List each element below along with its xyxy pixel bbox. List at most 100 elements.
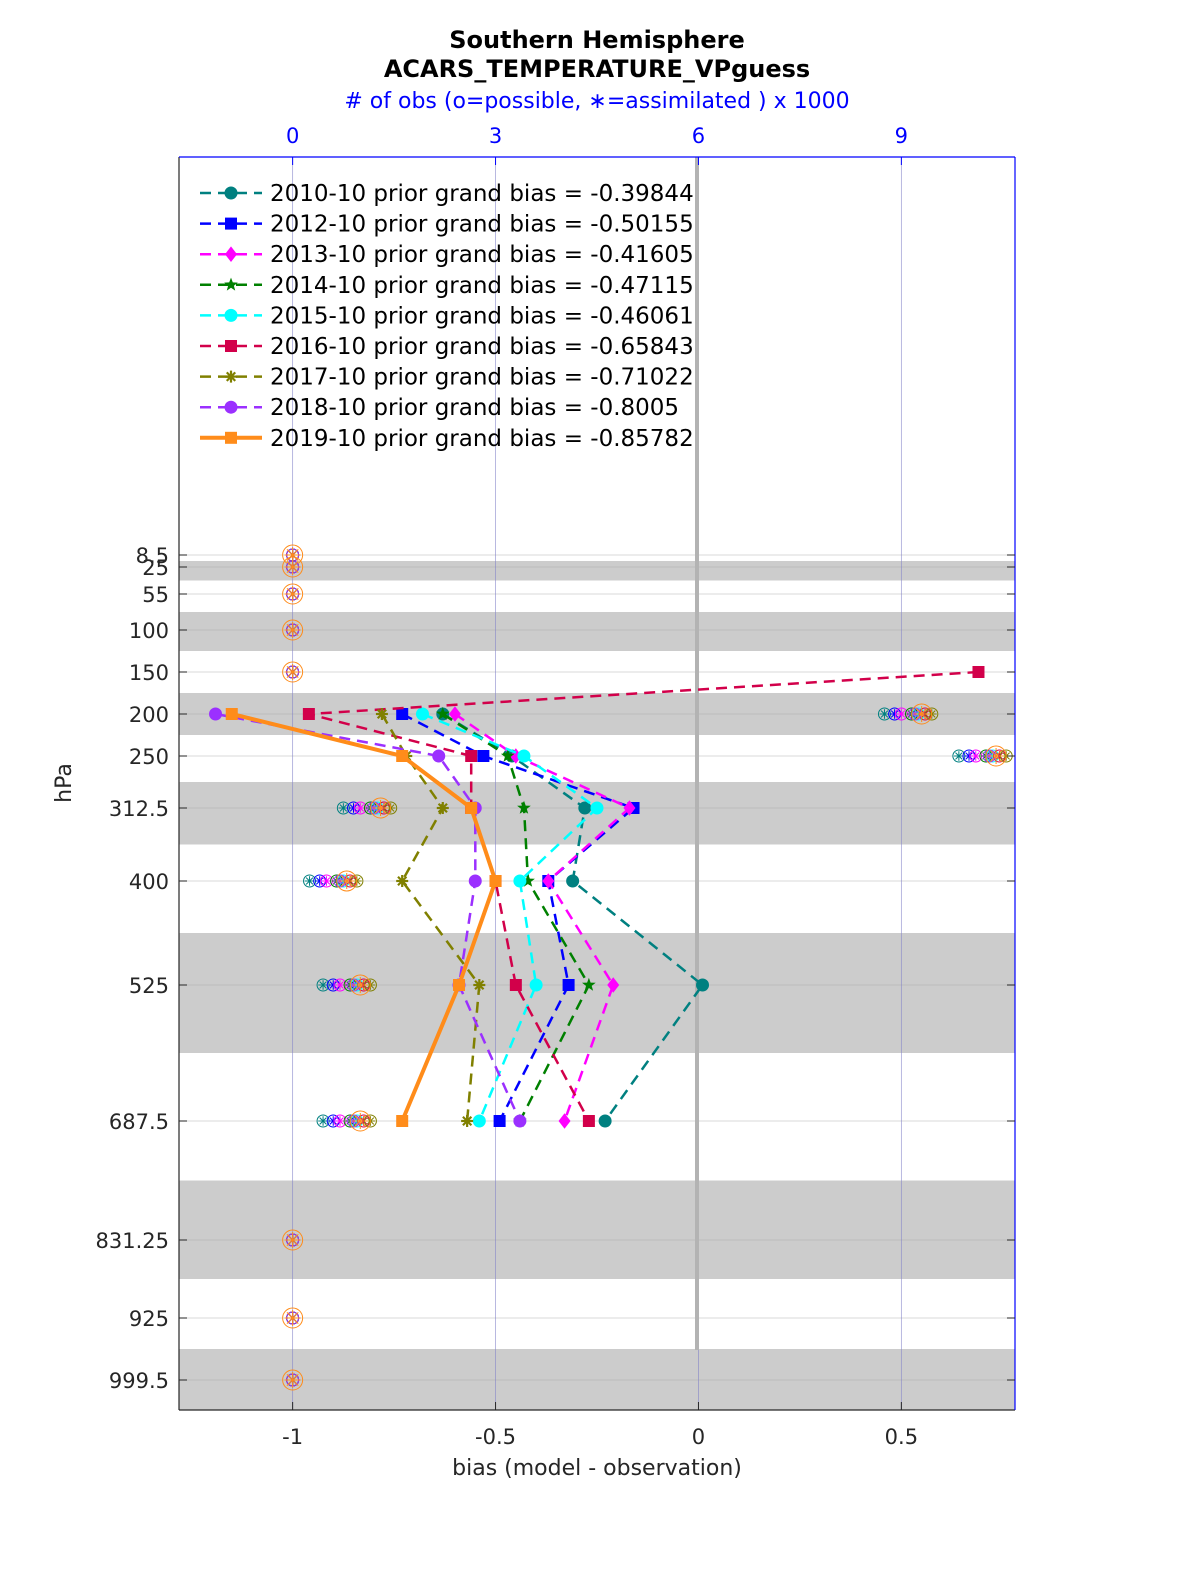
series-line: [401, 712, 636, 1122]
obs-possible-marker: [370, 797, 392, 819]
obs-assimilated-marker: [304, 876, 315, 886]
asterisk-stroke: [437, 802, 448, 814]
y-tick-label: 831.25: [96, 1229, 169, 1253]
legend-entry: 2013-10 prior grand bias = -0.41605: [270, 242, 694, 268]
series-line: [231, 712, 498, 1122]
obs-assimilated-marker: [352, 977, 369, 993]
data-point: [493, 1115, 506, 1127]
data-point: [529, 978, 543, 992]
obs-star-stroke: [319, 981, 327, 989]
obs-assimilated-marker: [284, 1310, 301, 1326]
obs-assimilated-marker: [284, 622, 301, 638]
asterisk-stroke: [462, 1115, 473, 1127]
y-tick-label: 55: [142, 583, 169, 607]
data-point: [396, 1115, 409, 1127]
legend-entry: 2010-10 prior grand bias = -0.39844: [270, 181, 694, 207]
legend-entry: 2014-10 prior grand bias = -0.47115: [270, 273, 694, 299]
data-point: [435, 706, 450, 720]
obs-star-stroke: [354, 978, 367, 992]
data-point: [396, 875, 409, 887]
top-tick-label: 0: [286, 124, 299, 148]
obs-possible-marker: [985, 745, 1007, 767]
obs-assimilated-marker: [335, 980, 345, 990]
asterisk-stroke: [376, 708, 387, 720]
legend-marker: [224, 186, 238, 200]
obs-count-markers: [282, 544, 1013, 1391]
legend-entry: 2016-10 prior grand bias = -0.65843: [270, 334, 694, 360]
legend-marker: [225, 370, 237, 383]
data-point: [513, 1114, 527, 1128]
obs-assimilated-marker: [284, 559, 301, 575]
y-tick-label: 150: [129, 661, 169, 685]
y-tick-label: 400: [129, 870, 169, 894]
data-point: [607, 977, 620, 993]
series-9: [225, 708, 502, 1127]
obs-star-stroke: [286, 623, 299, 637]
obs-possible-marker: [282, 1369, 304, 1391]
obs-star-stroke: [890, 710, 899, 718]
top-tick-label: 3: [489, 124, 502, 148]
data-point: [509, 979, 522, 991]
y-tick-label: 100: [129, 619, 169, 643]
obs-assimilated-marker: [284, 664, 301, 680]
top-axis-label: # of obs (o=possible, ∗=assimilated ) x …: [344, 89, 849, 114]
y-tick-label: 525: [129, 974, 169, 998]
obs-star-stroke: [374, 801, 387, 815]
data-point: [500, 748, 515, 762]
obs-star-stroke: [286, 665, 299, 679]
obs-assimilated-marker: [372, 800, 389, 816]
data-point: [432, 749, 446, 763]
legend-entry: 2015-10 prior grand bias = -0.46061: [270, 303, 694, 329]
obs-star-stroke: [354, 1114, 367, 1128]
obs-assimilated-marker: [896, 709, 907, 719]
obs-possible-marker: [282, 619, 304, 641]
data-point: [509, 748, 522, 764]
obs-assimilated-marker: [913, 706, 930, 722]
level-band: [179, 1180, 1015, 1279]
series-line: [442, 712, 591, 1122]
obs-assimilated-marker: [338, 873, 355, 889]
obs-assimilated-marker: [321, 876, 332, 886]
legend-entry: 2012-10 prior grand bias = -0.50155: [270, 212, 694, 238]
legend: 2010-10 prior grand bias = -0.39844 2012-…: [200, 181, 694, 452]
obs-assimilated-marker: [314, 876, 325, 886]
data-point: [562, 979, 575, 991]
y-tick-label: 925: [129, 1307, 169, 1331]
legend-entry: 2018-10 prior grand bias = -0.8005: [270, 395, 679, 421]
obs-star-stroke: [286, 1233, 299, 1247]
obs-possible-marker: [911, 703, 933, 725]
legend-marker: [224, 308, 238, 322]
obs-assimilated-marker: [338, 803, 349, 813]
obs-possible-marker: [349, 974, 371, 996]
data-point: [521, 873, 535, 887]
legend-marker: [225, 340, 237, 352]
level-band: [179, 933, 1015, 1053]
y-axis-ticks: 8.525 55 100 150 200 250 312.5 400 525 687.5 831.2…: [96, 544, 1015, 1393]
obs-possible-marker: [349, 1110, 371, 1132]
obs-star-stroke: [972, 752, 980, 760]
data-point: [436, 802, 449, 814]
data-point: [513, 874, 527, 888]
obs-star-stroke: [356, 804, 365, 812]
obs-star-stroke: [915, 707, 928, 721]
series-line: [442, 712, 705, 1122]
obs-star-stroke: [315, 877, 324, 885]
data-point: [302, 708, 315, 720]
legend-entry: 2019-10 prior grand bias = -0.85782: [270, 426, 694, 452]
obs-star-stroke: [955, 752, 963, 760]
data-point: [396, 708, 409, 720]
data-point: [415, 707, 429, 721]
obs-star-stroke: [990, 749, 1003, 763]
y-tick-label: 250: [129, 745, 169, 769]
data-point: [489, 875, 502, 887]
legend-marker: [224, 277, 238, 291]
legend-marker: [224, 400, 238, 414]
obs-star-stroke: [336, 981, 344, 989]
data-point: [477, 750, 490, 762]
legend-marker: [225, 246, 237, 262]
data-point: [472, 1114, 486, 1128]
obs-assimilated-marker: [879, 709, 890, 719]
obs-star-stroke: [965, 752, 973, 760]
x-tick-label: -0.5: [475, 1425, 516, 1449]
